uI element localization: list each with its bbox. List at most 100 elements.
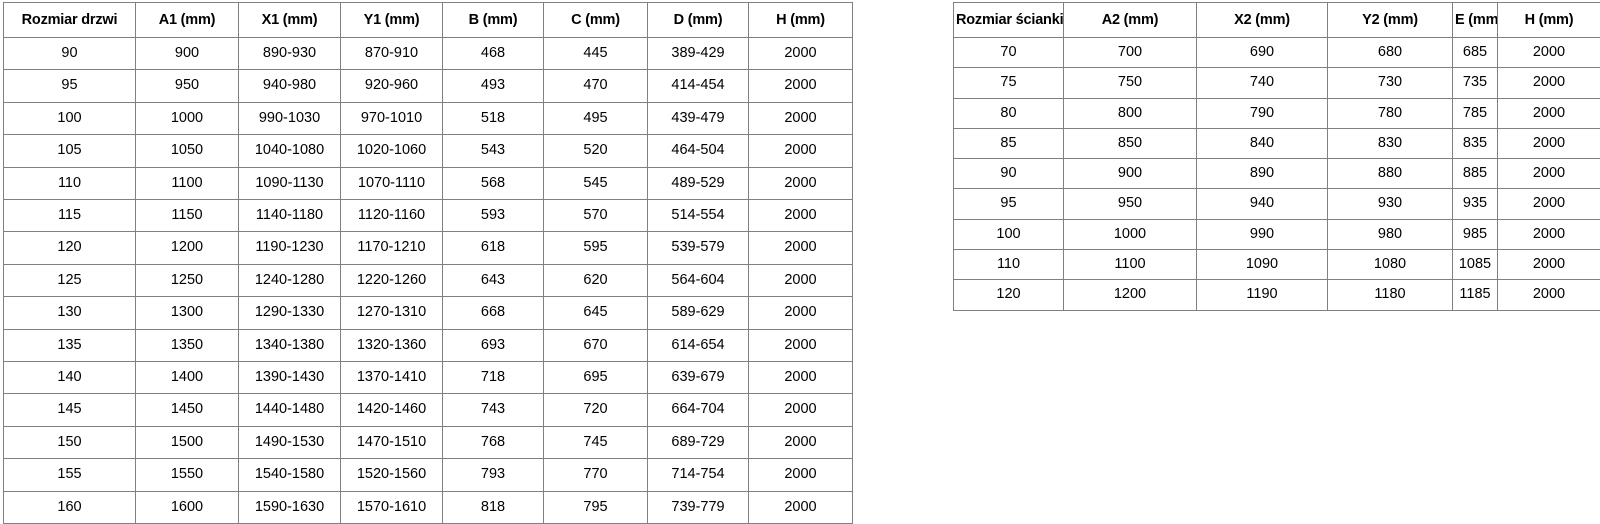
wall-cell-r5-c4: 935 xyxy=(1453,189,1498,219)
door-cell-r4-c1: 1100 xyxy=(136,167,239,199)
wall-cell-r3-c2: 840 xyxy=(1197,128,1328,158)
door-cell-r7-c6: 564-604 xyxy=(648,264,749,296)
wall-cell-r8-c5: 2000 xyxy=(1498,280,1600,310)
door-cell-r12-c3: 1470-1510 xyxy=(341,426,443,458)
door-cell-r6-c7: 2000 xyxy=(749,232,853,264)
wall-cell-r8-c0: 120 xyxy=(954,280,1064,310)
door-cell-r6-c3: 1170-1210 xyxy=(341,232,443,264)
door-cell-r9-c3: 1320-1360 xyxy=(341,329,443,361)
wall-cell-r6-c3: 980 xyxy=(1328,219,1453,249)
wall-cell-r2-c1: 800 xyxy=(1064,98,1197,128)
door-cell-r5-c1: 1150 xyxy=(136,200,239,232)
door-cell-r1-c4: 493 xyxy=(443,70,544,102)
door-cell-r8-c6: 589-629 xyxy=(648,297,749,329)
door-cell-r13-c7: 2000 xyxy=(749,459,853,491)
wall-cell-r4-c3: 880 xyxy=(1328,159,1453,189)
wall-cell-r2-c5: 2000 xyxy=(1498,98,1600,128)
wall-cell-r0-c3: 680 xyxy=(1328,38,1453,68)
door-cell-r6-c6: 539-579 xyxy=(648,232,749,264)
door-cell-r0-c4: 468 xyxy=(443,38,544,70)
door-cell-r1-c0: 95 xyxy=(4,70,136,102)
door-cell-r10-c3: 1370-1410 xyxy=(341,362,443,394)
wall-cell-r4-c4: 885 xyxy=(1453,159,1498,189)
wall-cell-r3-c4: 835 xyxy=(1453,128,1498,158)
wall-cell-r4-c1: 900 xyxy=(1064,159,1197,189)
door-cell-r0-c5: 445 xyxy=(544,38,648,70)
door-column-header-0: Rozmiar drzwi xyxy=(4,3,136,38)
door-cell-r14-c0: 160 xyxy=(4,491,136,523)
wall-cell-r0-c5: 2000 xyxy=(1498,38,1600,68)
door-cell-r7-c7: 2000 xyxy=(749,264,853,296)
door-cell-r4-c3: 1070-1110 xyxy=(341,167,443,199)
door-cell-r2-c0: 100 xyxy=(4,102,136,134)
door-column-header-2: X1 (mm) xyxy=(239,3,341,38)
wall-cell-r2-c2: 790 xyxy=(1197,98,1328,128)
door-column-header-1: A1 (mm) xyxy=(136,3,239,38)
door-cell-r5-c4: 593 xyxy=(443,200,544,232)
door-column-header-7: H (mm) xyxy=(749,3,853,38)
door-cell-r2-c2: 990-1030 xyxy=(239,102,341,134)
door-cell-r5-c2: 1140-1180 xyxy=(239,200,341,232)
door-cell-r9-c2: 1340-1380 xyxy=(239,329,341,361)
wall-cell-r3-c1: 850 xyxy=(1064,128,1197,158)
door-cell-r13-c0: 155 xyxy=(4,459,136,491)
wall-cell-r7-c2: 1090 xyxy=(1197,250,1328,280)
wall-cell-r1-c0: 75 xyxy=(954,68,1064,98)
door-cell-r3-c4: 543 xyxy=(443,135,544,167)
door-cell-r10-c4: 718 xyxy=(443,362,544,394)
door-cell-r4-c7: 2000 xyxy=(749,167,853,199)
door-cell-r9-c5: 670 xyxy=(544,329,648,361)
door-cell-r13-c1: 1550 xyxy=(136,459,239,491)
wall-cell-r8-c2: 1190 xyxy=(1197,280,1328,310)
wall-cell-r6-c4: 985 xyxy=(1453,219,1498,249)
door-cell-r12-c1: 1500 xyxy=(136,426,239,458)
wall-cell-r3-c3: 830 xyxy=(1328,128,1453,158)
wall-cell-r2-c0: 80 xyxy=(954,98,1064,128)
wall-cell-r1-c1: 750 xyxy=(1064,68,1197,98)
wall-cell-r1-c2: 740 xyxy=(1197,68,1328,98)
door-cell-r1-c2: 940-980 xyxy=(239,70,341,102)
door-cell-r0-c6: 389-429 xyxy=(648,38,749,70)
door-cell-r8-c0: 130 xyxy=(4,297,136,329)
door-cell-r0-c0: 90 xyxy=(4,38,136,70)
door-cell-r12-c7: 2000 xyxy=(749,426,853,458)
door-cell-r11-c2: 1440-1480 xyxy=(239,394,341,426)
door-column-header-4: B (mm) xyxy=(443,3,544,38)
door-cell-r13-c4: 793 xyxy=(443,459,544,491)
wall-cell-r1-c4: 735 xyxy=(1453,68,1498,98)
wall-cell-r6-c2: 990 xyxy=(1197,219,1328,249)
door-cell-r6-c4: 618 xyxy=(443,232,544,264)
door-cell-r3-c3: 1020-1060 xyxy=(341,135,443,167)
door-cell-r4-c2: 1090-1130 xyxy=(239,167,341,199)
door-cell-r4-c4: 568 xyxy=(443,167,544,199)
wall-cell-r5-c1: 950 xyxy=(1064,189,1197,219)
wall-column-header-0: Rozmiar ścianki xyxy=(954,3,1064,38)
door-cell-r10-c2: 1390-1430 xyxy=(239,362,341,394)
door-cell-r11-c0: 145 xyxy=(4,394,136,426)
door-cell-r9-c1: 1350 xyxy=(136,329,239,361)
wall-cell-r2-c3: 780 xyxy=(1328,98,1453,128)
door-cell-r8-c3: 1270-1310 xyxy=(341,297,443,329)
door-cell-r10-c0: 140 xyxy=(4,362,136,394)
door-column-header-3: Y1 (mm) xyxy=(341,3,443,38)
wall-cell-r4-c2: 890 xyxy=(1197,159,1328,189)
door-cell-r2-c1: 1000 xyxy=(136,102,239,134)
door-cell-r5-c3: 1120-1160 xyxy=(341,200,443,232)
